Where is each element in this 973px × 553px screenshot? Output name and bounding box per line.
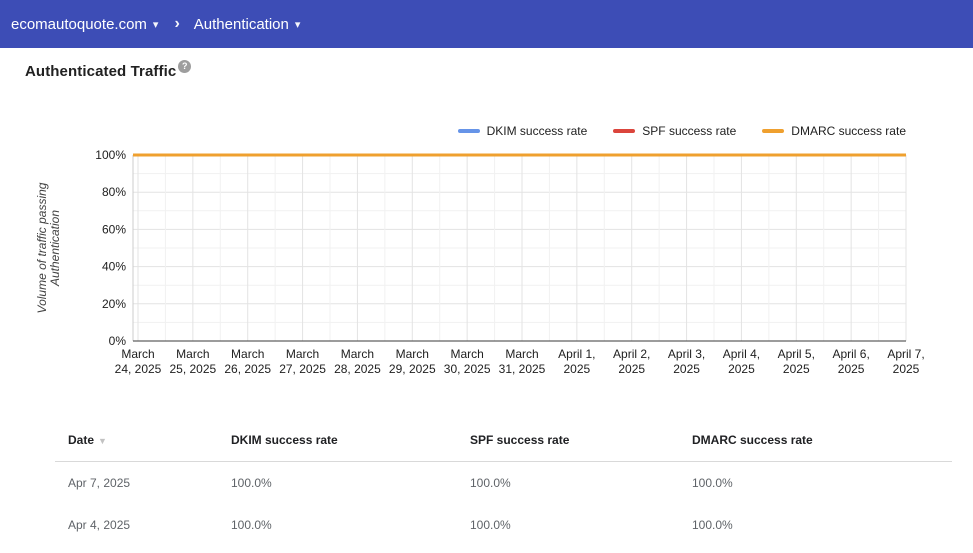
- svg-text:26, 2025: 26, 2025: [224, 362, 271, 376]
- svg-text:2025: 2025: [728, 362, 755, 376]
- svg-text:24, 2025: 24, 2025: [115, 362, 162, 376]
- svg-text:March: March: [505, 347, 538, 361]
- svg-text:March: March: [396, 347, 429, 361]
- svg-text:April 5,: April 5,: [778, 347, 815, 361]
- domain-dropdown[interactable]: ecomautoquote.com ▾: [0, 16, 158, 33]
- legend-item-spf: SPF success rate: [613, 124, 736, 138]
- dmarc-cell: 100.0%: [692, 476, 733, 490]
- dmarc-cell: 100.0%: [692, 518, 733, 532]
- page-title-row: Authenticated Traffic ?: [25, 60, 192, 80]
- section-dropdown[interactable]: Authentication ▾: [194, 16, 301, 33]
- legend-item-dkim: DKIM success rate: [457, 124, 588, 138]
- column-header-date[interactable]: Date ▼: [68, 433, 107, 447]
- svg-text:March: March: [450, 347, 483, 361]
- svg-text:Volume of traffic passing: Volume of traffic passing: [35, 182, 49, 313]
- svg-text:April 3,: April 3,: [668, 347, 705, 361]
- svg-text:80%: 80%: [102, 185, 126, 199]
- svg-text:April 6,: April 6,: [832, 347, 869, 361]
- column-header-dkim[interactable]: DKIM success rate: [231, 433, 338, 447]
- domain-dropdown-label: ecomautoquote.com: [11, 15, 147, 33]
- svg-text:March: March: [121, 347, 154, 361]
- app-bar: ecomautoquote.com ▾ › Authentication ▾: [0, 0, 973, 48]
- chevron-down-icon: ▾: [294, 18, 301, 31]
- authentication-table: Date ▼ DKIM success rate SPF success rate…: [55, 433, 952, 546]
- svg-text:60%: 60%: [102, 222, 126, 236]
- svg-text:25, 2025: 25, 2025: [169, 362, 216, 376]
- dkim-line-swatch-icon: [457, 129, 480, 133]
- dmarc-line-swatch-icon: [762, 129, 785, 133]
- svg-text:40%: 40%: [102, 260, 126, 274]
- column-header-dmarc[interactable]: DMARC success rate: [692, 433, 813, 447]
- svg-text:28, 2025: 28, 2025: [334, 362, 381, 376]
- breadcrumb-separator-icon: ›: [174, 15, 180, 32]
- svg-text:March: March: [341, 347, 374, 361]
- svg-text:2025: 2025: [618, 362, 645, 376]
- help-icon[interactable]: ?: [178, 60, 192, 73]
- legend-item-dmarc: DMARC success rate: [762, 124, 906, 138]
- date-cell: Apr 4, 2025: [68, 518, 131, 532]
- spf-line-swatch-icon: [613, 129, 636, 133]
- legend-label-dkim: DKIM success rate: [486, 124, 588, 138]
- svg-text:April 7,: April 7,: [887, 347, 924, 361]
- legend-label-dmarc: DMARC success rate: [791, 124, 906, 138]
- svg-text:April 2,: April 2,: [613, 347, 650, 361]
- svg-text:April 1,: April 1,: [558, 347, 595, 361]
- svg-text:2025: 2025: [564, 362, 591, 376]
- svg-text:Authentication: Authentication: [48, 210, 62, 287]
- spf-cell: 100.0%: [470, 518, 511, 532]
- legend-label-spf: SPF success rate: [642, 124, 737, 138]
- svg-text:100%: 100%: [95, 148, 126, 162]
- chart-legend: DKIM success rate SPF success rate DMARC…: [457, 124, 906, 138]
- table-row: Apr 4, 2025 100.0% 100.0% 100.0%: [55, 504, 952, 546]
- column-header-spf[interactable]: SPF success rate: [470, 433, 570, 447]
- sort-descending-icon: ▼: [98, 436, 107, 446]
- dkim-cell: 100.0%: [231, 518, 272, 532]
- svg-text:April 4,: April 4,: [723, 347, 760, 361]
- svg-text:March: March: [231, 347, 264, 361]
- table-header-row: Date ▼ DKIM success rate SPF success rate…: [55, 433, 952, 462]
- svg-text:29, 2025: 29, 2025: [389, 362, 436, 376]
- table-row: Apr 7, 2025 100.0% 100.0% 100.0%: [55, 462, 952, 504]
- svg-text:31, 2025: 31, 2025: [499, 362, 546, 376]
- svg-text:2025: 2025: [838, 362, 865, 376]
- svg-text:2025: 2025: [893, 362, 920, 376]
- svg-text:2025: 2025: [673, 362, 700, 376]
- svg-text:20%: 20%: [102, 297, 126, 311]
- spf-cell: 100.0%: [470, 476, 511, 490]
- date-cell: Apr 7, 2025: [68, 476, 131, 490]
- svg-text:March: March: [176, 347, 209, 361]
- svg-text:27, 2025: 27, 2025: [279, 362, 326, 376]
- chevron-down-icon: ▾: [152, 18, 159, 31]
- page-title: Authenticated Traffic: [25, 63, 177, 80]
- svg-text:30, 2025: 30, 2025: [444, 362, 491, 376]
- svg-text:March: March: [286, 347, 319, 361]
- section-dropdown-label: Authentication: [193, 15, 289, 33]
- svg-text:2025: 2025: [783, 362, 810, 376]
- svg-text:0%: 0%: [109, 334, 127, 348]
- dkim-cell: 100.0%: [231, 476, 272, 490]
